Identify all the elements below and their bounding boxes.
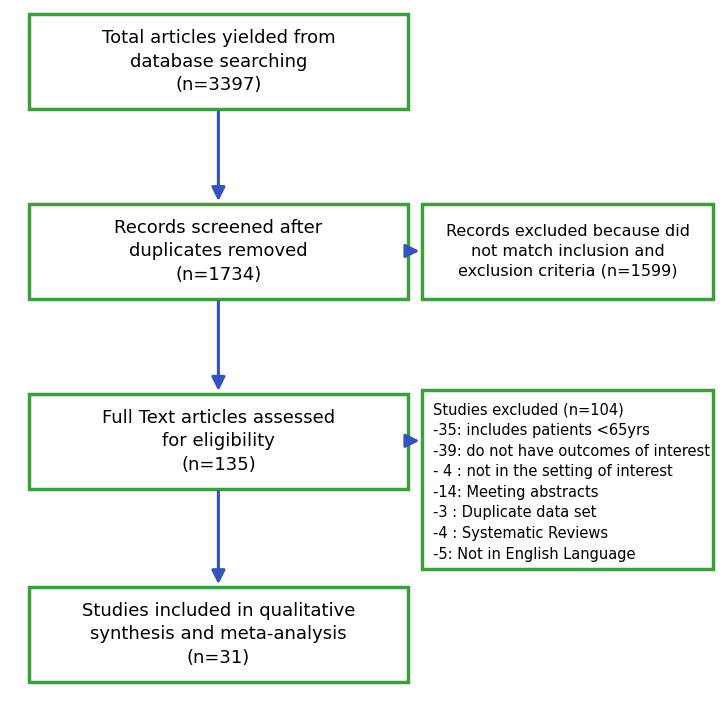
Text: -3 : Duplicate data set: -3 : Duplicate data set <box>433 505 596 520</box>
Text: Total articles yielded from
database searching
(n=3397): Total articles yielded from database sea… <box>102 29 335 94</box>
Text: - 4 : not in the setting of interest: - 4 : not in the setting of interest <box>433 465 673 479</box>
Text: Full Text articles assessed
for eligibility
(n=135): Full Text articles assessed for eligibil… <box>102 408 335 474</box>
FancyBboxPatch shape <box>422 390 713 569</box>
Text: -4 : Systematic Reviews: -4 : Systematic Reviews <box>433 526 609 541</box>
Text: -14: Meeting abstracts: -14: Meeting abstracts <box>433 485 598 500</box>
Text: Studies excluded (n=104): Studies excluded (n=104) <box>433 403 624 418</box>
Text: Studies included in qualitative
synthesis and meta-analysis
(n=31): Studies included in qualitative synthesi… <box>82 602 355 667</box>
Text: Records excluded because did
not match inclusion and
exclusion criteria (n=1599): Records excluded because did not match i… <box>446 224 690 278</box>
Text: -5: Not in English Language: -5: Not in English Language <box>433 546 636 562</box>
FancyBboxPatch shape <box>29 394 408 489</box>
Text: Records screened after
duplicates removed
(n=1734): Records screened after duplicates remove… <box>114 219 323 284</box>
FancyBboxPatch shape <box>29 14 408 109</box>
FancyBboxPatch shape <box>29 587 408 682</box>
Text: -35: includes patients <65yrs: -35: includes patients <65yrs <box>433 423 650 439</box>
Text: -39: do not have outcomes of interest: -39: do not have outcomes of interest <box>433 444 710 459</box>
FancyBboxPatch shape <box>422 204 713 299</box>
FancyBboxPatch shape <box>29 204 408 299</box>
